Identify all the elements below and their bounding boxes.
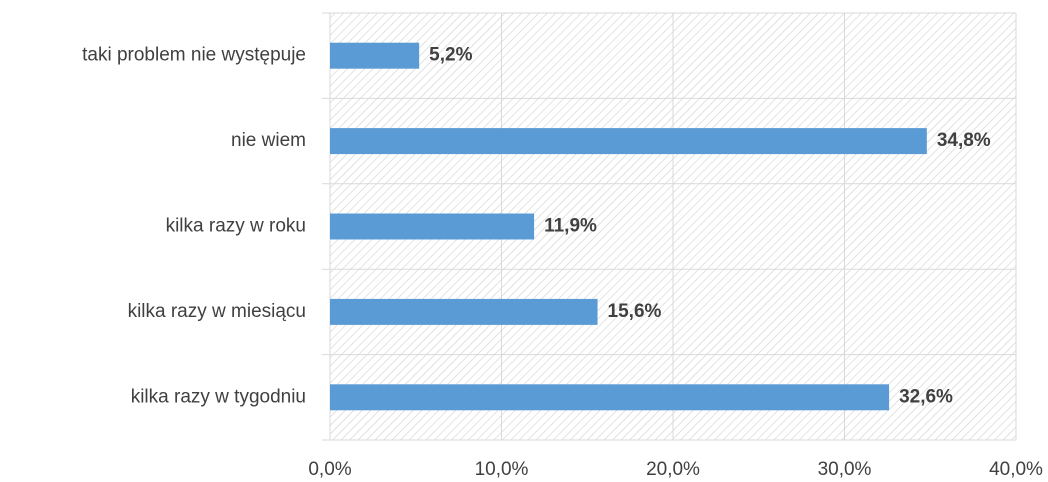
y-tick-label: taki problem nie występuje — [82, 45, 306, 66]
x-tick-label: 0,0% — [308, 459, 351, 480]
x-tick-label: 20,0% — [646, 459, 700, 480]
bar — [330, 42, 420, 69]
y-tick-label: kilka razy w roku — [166, 216, 306, 237]
value-label: 5,2% — [429, 45, 472, 66]
value-label: 15,6% — [608, 301, 662, 322]
x-tick-label: 10,0% — [475, 459, 529, 480]
bar — [330, 384, 890, 411]
bar — [330, 213, 535, 240]
x-tick-label: 40,0% — [989, 459, 1043, 480]
bar — [330, 128, 927, 155]
bar — [330, 298, 598, 325]
x-tick-label: 30,0% — [818, 459, 872, 480]
y-tick-label: kilka razy w tygodniu — [131, 386, 306, 407]
value-label: 32,6% — [899, 386, 953, 407]
y-tick-label: nie wiem — [231, 130, 306, 151]
y-tick-label: kilka razy w miesiącu — [128, 301, 306, 322]
value-label: 34,8% — [937, 130, 991, 151]
value-label: 11,9% — [544, 216, 597, 237]
